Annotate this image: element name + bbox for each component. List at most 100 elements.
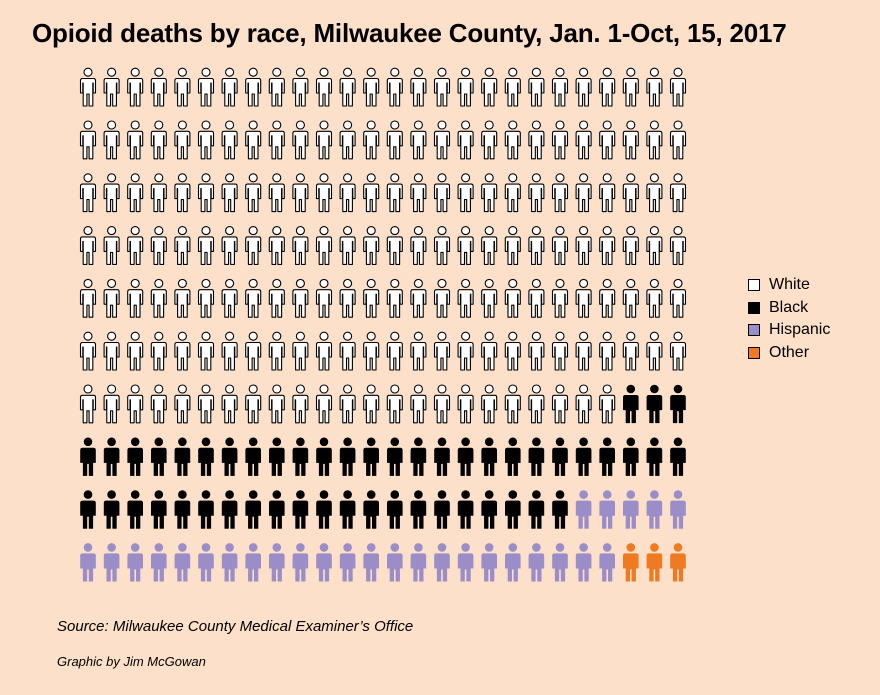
person-icon-white (433, 226, 451, 265)
person-icon-white (268, 331, 285, 371)
person-icon-white (504, 384, 521, 424)
person-icon-white (150, 278, 167, 318)
legend: White Black Hispanic Other (748, 274, 830, 364)
person-icon-white (481, 173, 498, 213)
person-icon-white (504, 278, 521, 318)
person-icon-black (646, 437, 663, 476)
person-icon-white (646, 173, 663, 213)
person-icon-white (174, 278, 191, 318)
person-icon-white (575, 331, 592, 371)
person-icon-black (528, 490, 545, 529)
person-icon-black (646, 384, 663, 424)
person-icon-white (292, 331, 309, 371)
person-icon-hispanic (245, 543, 261, 582)
person-icon-white (150, 226, 167, 265)
person-icon-white (363, 226, 380, 265)
person-icon-white (433, 331, 451, 371)
person-icon-hispanic (80, 543, 96, 582)
person-icon-hispanic (410, 543, 427, 582)
person-icon-hispanic (292, 543, 309, 582)
person-icon-white (221, 384, 238, 424)
person-icon-white (669, 331, 687, 371)
person-icon-black (410, 437, 427, 476)
person-icon-white (245, 278, 262, 318)
person-icon-white (528, 120, 545, 160)
person-icon-hispanic (552, 543, 568, 582)
person-icon-hispanic (316, 543, 332, 582)
person-icon-white (221, 120, 238, 160)
person-icon-black (622, 437, 639, 476)
person-icon-black (670, 437, 686, 476)
person-icon-white (528, 67, 545, 107)
person-icon-white (174, 120, 191, 160)
person-icon-white (528, 331, 545, 371)
person-icon-white (197, 173, 215, 213)
person-icon-white (268, 67, 285, 107)
person-icon-black (528, 437, 545, 476)
person-icon-white (504, 226, 521, 265)
person-icon-hispanic (575, 490, 592, 529)
person-icon-white (79, 226, 97, 265)
person-icon-black (268, 437, 285, 476)
person-icon-white (103, 226, 120, 265)
person-icon-black (127, 490, 143, 529)
person-icon-white (551, 331, 569, 371)
person-icon-white (315, 331, 333, 371)
person-icon-white (127, 67, 144, 107)
person-icon-white (504, 173, 521, 213)
person-icon-white (103, 278, 120, 318)
person-icon-black (575, 437, 592, 476)
person-icon-hispanic (481, 543, 498, 582)
person-icon-black (198, 437, 214, 476)
person-icon-other (646, 543, 663, 582)
person-icon-white (174, 67, 191, 107)
person-icon-white (669, 278, 687, 318)
person-icon-white (457, 226, 474, 265)
person-icon-black (339, 490, 356, 529)
legend-item-white: White (748, 274, 830, 297)
person-icon-white (622, 331, 639, 371)
person-icon-black (103, 490, 120, 529)
person-icon-white (339, 384, 356, 424)
person-icon-white (551, 67, 569, 107)
person-icon-white (386, 331, 403, 371)
person-icon-white (315, 173, 333, 213)
person-icon-black (198, 490, 214, 529)
person-icon-white (292, 67, 309, 107)
person-icon-white (197, 278, 215, 318)
person-icon-white (528, 278, 545, 318)
person-icon-white (669, 226, 687, 265)
person-icon-white (622, 226, 639, 265)
person-icon-white (433, 67, 451, 107)
person-icon-white (669, 67, 687, 107)
person-icon-white (197, 331, 215, 371)
person-icon-white (127, 226, 144, 265)
person-icon-white (528, 226, 545, 265)
person-icon-white (197, 384, 215, 424)
person-icon-white (599, 67, 616, 107)
legend-swatch-other (748, 346, 760, 359)
person-icon-white (197, 226, 215, 265)
person-icon-white (457, 384, 474, 424)
person-icon-hispanic (174, 543, 191, 582)
person-icon-white (127, 173, 144, 213)
person-icon-black (552, 490, 568, 529)
person-icon-white (127, 120, 144, 160)
legend-item-hispanic: Hispanic (748, 319, 830, 342)
person-icon-white (599, 278, 616, 318)
person-icon-white (575, 173, 592, 213)
person-icon-white (150, 384, 167, 424)
person-icon-black (386, 437, 403, 476)
chart-title: Opioid deaths by race, Milwaukee County,… (32, 18, 787, 48)
person-icon-hispanic (127, 543, 143, 582)
person-icon-white (292, 384, 309, 424)
person-icon-white (481, 120, 498, 160)
person-icon-hispanic (457, 543, 474, 582)
person-icon-hispanic (646, 490, 663, 529)
person-icon-white (150, 120, 167, 160)
person-icon-white (551, 226, 569, 265)
person-icon-black (80, 437, 96, 476)
person-icon-black (339, 437, 356, 476)
person-icon-white (339, 331, 356, 371)
person-icon-white (575, 120, 592, 160)
